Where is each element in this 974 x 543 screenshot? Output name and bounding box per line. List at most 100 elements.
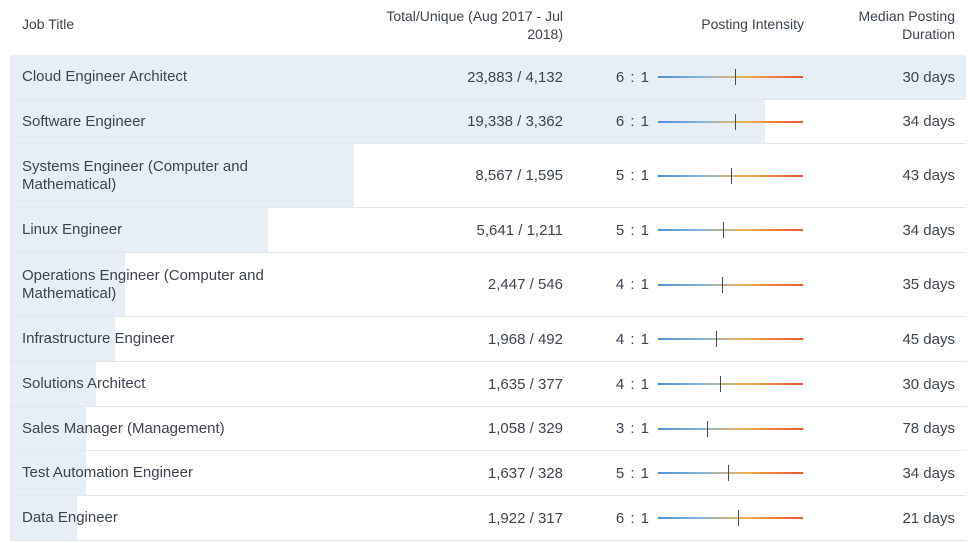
total-unique-cell: 1,637 / 328 bbox=[487, 464, 563, 482]
table-row[interactable]: Solutions Architect 1,635 / 377 4 : 1 30 da… bbox=[10, 362, 966, 407]
table-row[interactable]: Systems Engineer (Computer and Mathemati… bbox=[10, 144, 966, 208]
intensity-bar-cell bbox=[658, 144, 806, 207]
total-unique-cell: 19,338 / 3,362 bbox=[467, 113, 563, 130]
intensity-gradient-line bbox=[658, 113, 803, 130]
table-row[interactable]: Infrastructure Engineer 1,968 / 492 4 : 1 4… bbox=[10, 317, 966, 362]
intensity-gradient-line bbox=[658, 222, 803, 238]
intensity-ratio-cell: 5 : 1 bbox=[615, 464, 650, 482]
header-total-unique-line1: Total/Unique (Aug 2017 - Jul bbox=[386, 8, 563, 24]
table-row[interactable]: Test Automation Engineer 1,637 / 328 5 : 1… bbox=[10, 451, 966, 496]
header-median-duration[interactable]: Median Posting Duration bbox=[830, 7, 955, 43]
job-title-cell: Test Automation Engineer bbox=[22, 464, 193, 481]
median-duration-cell: 34 days bbox=[902, 221, 955, 239]
total-unique-cell: 1,635 / 377 bbox=[487, 375, 563, 393]
unique-share-bar bbox=[10, 55, 966, 99]
job-postings-table: Job Title Total/Unique (Aug 2017 - Jul 2… bbox=[10, 0, 966, 543]
table-row[interactable]: Linux Engineer 5,641 / 1,211 5 : 1 34 days bbox=[10, 208, 966, 253]
unique-share-bar bbox=[10, 100, 765, 143]
intensity-marker bbox=[716, 331, 717, 347]
intensity-marker bbox=[722, 276, 723, 293]
table-header: Job Title Total/Unique (Aug 2017 - Jul 2… bbox=[10, 0, 966, 56]
header-total-unique-line2: 2018) bbox=[527, 26, 563, 42]
unique-share-bar bbox=[10, 407, 86, 450]
job-title-cell: Cloud Engineer Architect bbox=[22, 68, 188, 85]
intensity-bar-cell bbox=[658, 55, 806, 99]
table-row[interactable]: Cloud Engineer Architect 23,883 / 4,132 6 … bbox=[10, 55, 966, 100]
intensity-gradient-line bbox=[658, 465, 803, 481]
table-row[interactable]: Operations Engineer (Computer and Mathem… bbox=[10, 253, 966, 317]
job-title-cell: Data Engineer bbox=[22, 509, 118, 526]
unique-share-bar bbox=[10, 317, 115, 361]
job-title-cell: Systems Engineer (Computer and Mathemati… bbox=[22, 157, 248, 193]
table-row[interactable]: Sales Manager (Management) 1,058 / 329 3 :… bbox=[10, 407, 966, 451]
table-row[interactable]: Data Engineer 1,922 / 317 6 : 1 21 days bbox=[10, 496, 966, 541]
header-total-unique[interactable]: Total/Unique (Aug 2017 - Jul 2018) bbox=[350, 7, 563, 43]
total-unique-cell: 2,447 / 546 bbox=[487, 276, 563, 293]
intensity-gradient-line bbox=[658, 331, 803, 347]
median-duration-cell: 21 days bbox=[902, 509, 955, 527]
intensity-ratio-cell: 5 : 1 bbox=[615, 167, 650, 184]
median-duration-cell: 30 days bbox=[902, 375, 955, 393]
intensity-marker bbox=[720, 376, 721, 392]
total-unique-cell: 1,968 / 492 bbox=[487, 330, 563, 348]
intensity-ratio-cell: 6 : 1 bbox=[615, 68, 650, 86]
intensity-bar-cell bbox=[658, 407, 806, 450]
intensity-bar-cell bbox=[658, 253, 806, 316]
intensity-ratio-cell: 4 : 1 bbox=[615, 330, 650, 348]
header-median-line2: Duration bbox=[902, 26, 955, 42]
total-unique-cell: 1,058 / 329 bbox=[487, 420, 563, 437]
unique-share-bar bbox=[10, 451, 86, 495]
unique-share-bar bbox=[10, 144, 354, 207]
intensity-bar-cell bbox=[658, 362, 806, 406]
unique-share-bar bbox=[10, 362, 96, 406]
median-duration-cell: 78 days bbox=[902, 420, 955, 437]
job-title-cell: Operations Engineer (Computer and Mathem… bbox=[22, 266, 264, 302]
table-row[interactable]: Software Engineer 19,338 / 3,362 6 : 1 34 d… bbox=[10, 100, 966, 144]
intensity-ratio-cell: 4 : 1 bbox=[615, 375, 650, 393]
median-duration-cell: 35 days bbox=[902, 276, 955, 293]
intensity-ratio-cell: 3 : 1 bbox=[615, 420, 650, 437]
intensity-marker bbox=[728, 465, 729, 481]
total-unique-cell: 23,883 / 4,132 bbox=[467, 68, 563, 86]
intensity-bar-cell bbox=[658, 451, 806, 495]
median-duration-cell: 34 days bbox=[902, 113, 955, 130]
intensity-bar-cell bbox=[658, 208, 806, 252]
intensity-marker bbox=[723, 222, 724, 238]
header-job-title[interactable]: Job Title bbox=[22, 16, 75, 32]
job-title-cell: Linux Engineer bbox=[22, 221, 123, 238]
intensity-bar-cell bbox=[658, 317, 806, 361]
intensity-gradient-line bbox=[658, 420, 803, 437]
intensity-bar-cell bbox=[658, 100, 806, 143]
intensity-gradient-line bbox=[658, 69, 803, 85]
intensity-ratio-cell: 6 : 1 bbox=[615, 113, 650, 130]
intensity-gradient-line bbox=[658, 376, 803, 392]
unique-share-bar bbox=[10, 208, 268, 252]
job-title-cell: Solutions Architect bbox=[22, 375, 146, 392]
intensity-bar-cell bbox=[658, 496, 806, 540]
unique-share-bar bbox=[10, 496, 77, 540]
intensity-marker bbox=[731, 167, 732, 184]
total-unique-cell: 1,922 / 317 bbox=[487, 509, 563, 527]
median-duration-cell: 45 days bbox=[902, 330, 955, 348]
job-title-cell: Sales Manager (Management) bbox=[22, 419, 225, 437]
header-posting-intensity[interactable]: Posting Intensity bbox=[701, 16, 804, 32]
intensity-ratio-cell: 6 : 1 bbox=[615, 509, 650, 527]
median-duration-cell: 34 days bbox=[902, 464, 955, 482]
intensity-marker bbox=[738, 510, 739, 526]
intensity-marker bbox=[735, 113, 736, 130]
intensity-ratio-cell: 4 : 1 bbox=[615, 276, 650, 293]
intensity-gradient-line bbox=[658, 510, 803, 526]
unique-share-bar bbox=[10, 253, 125, 316]
median-duration-cell: 43 days bbox=[902, 167, 955, 184]
header-median-line1: Median Posting bbox=[858, 8, 955, 24]
total-unique-cell: 5,641 / 1,211 bbox=[476, 221, 563, 239]
median-duration-cell: 30 days bbox=[902, 68, 955, 86]
intensity-marker bbox=[735, 69, 736, 85]
job-title-cell: Infrastructure Engineer bbox=[22, 330, 175, 347]
intensity-ratio-cell: 5 : 1 bbox=[615, 221, 650, 239]
intensity-gradient-line bbox=[658, 276, 803, 293]
total-unique-cell: 8,567 / 1,595 bbox=[475, 167, 563, 184]
intensity-gradient-line bbox=[658, 167, 803, 184]
job-title-cell: Software Engineer bbox=[22, 112, 146, 130]
intensity-marker bbox=[707, 420, 708, 437]
